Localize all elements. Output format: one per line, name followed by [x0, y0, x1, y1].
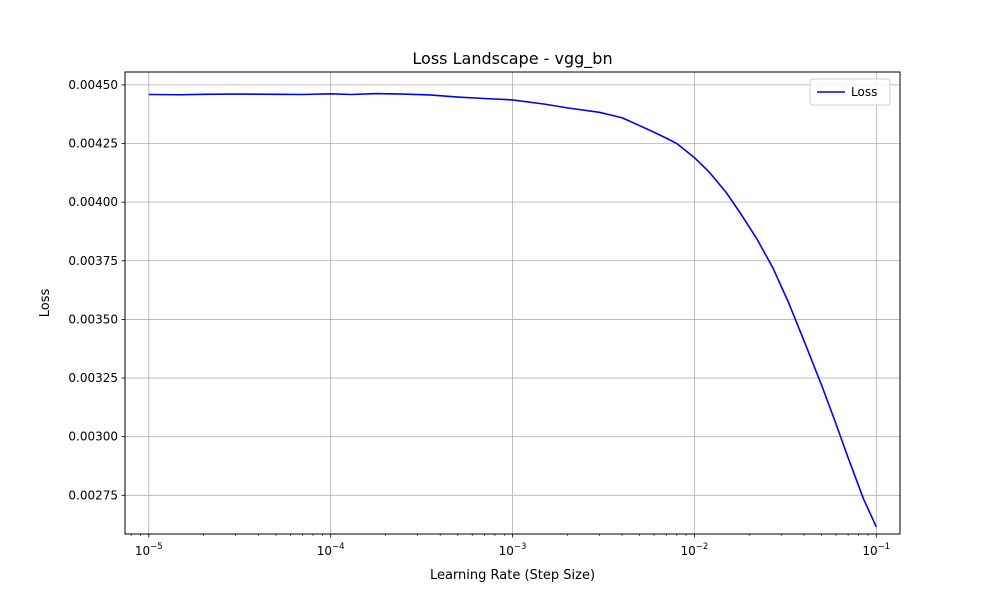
y-tick-label: 0.00425 [68, 137, 118, 151]
y-tick-label: 0.00350 [68, 312, 118, 326]
x-tick-label: 10−1 [862, 542, 890, 558]
series-line-loss [148, 92, 878, 528]
x-tick-label: 10−3 [499, 542, 527, 558]
legend-label-loss: Loss [851, 85, 877, 99]
x-tick-label: 10−2 [681, 542, 709, 558]
x-tick-label: 10−5 [135, 542, 163, 558]
legend-box [809, 78, 891, 106]
y-tick-label: 0.00450 [68, 78, 118, 92]
y-tick-label: 0.00275 [68, 488, 118, 502]
y-tick-label: 0.00400 [68, 195, 118, 209]
series-layer [148, 92, 878, 528]
y-tick-label: 0.00375 [68, 254, 118, 268]
legend: Loss [809, 78, 891, 106]
y-tick-label: 0.00300 [68, 430, 118, 444]
x-axis-label: Learning Rate (Step Size) [430, 568, 595, 583]
x-tick-label: 10−4 [317, 542, 345, 558]
y-tick-label: 0.00325 [68, 371, 118, 385]
tick-layer: 10−5 10−4 10−3 10−2 10−1 0.00450 0.00425 0.0040… [68, 78, 890, 558]
chart-title: Loss Landscape - vgg_bn [412, 49, 612, 69]
grid-layer [125, 72, 900, 534]
y-axis-label: Loss [38, 289, 53, 318]
